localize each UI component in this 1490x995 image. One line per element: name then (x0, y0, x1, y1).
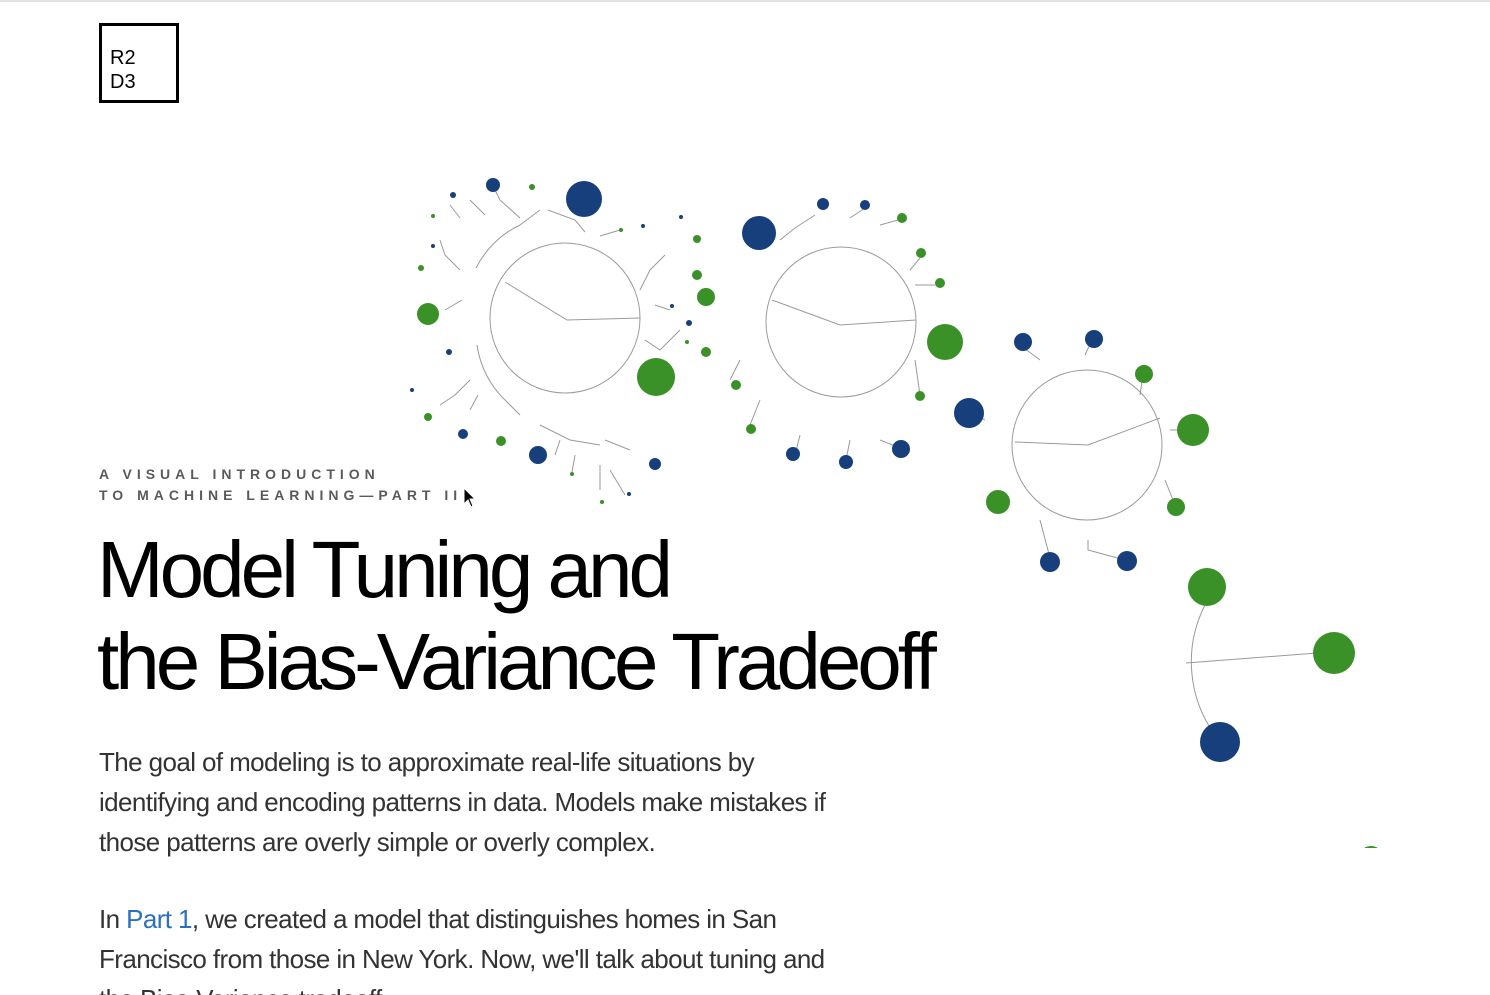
tree-leaf-node (496, 436, 506, 446)
tree-leaf-node (746, 424, 756, 434)
tree-leaf-node (446, 349, 452, 355)
tree-leaf-node (686, 320, 692, 326)
part-1-link[interactable]: Part 1 (126, 904, 192, 934)
tree-leaf-node (1117, 551, 1137, 571)
tree-leaf-node (424, 413, 432, 421)
tree3-spoke (1014, 417, 1161, 446)
paragraph-text-rest: , we created a model that distinguishes … (99, 904, 825, 995)
tree-leaf-node (410, 388, 414, 392)
tree1-branches (439, 189, 681, 496)
tree-leaf-node (1313, 632, 1355, 674)
tree-leaf-node (693, 235, 701, 243)
tree-leaf-node (742, 216, 776, 250)
tree-leaf-node (817, 198, 829, 210)
intro-paragraph: The goal of modeling is to approximate r… (99, 747, 826, 857)
graphic-mask (1340, 848, 1400, 888)
tree2-ring (765, 246, 917, 398)
tree-leaf-node (697, 288, 715, 306)
tree-leaf-node (600, 500, 604, 504)
tree-leaf-node (1040, 552, 1060, 572)
tree-leaf-node (1135, 365, 1153, 383)
tree-leaf-node (839, 455, 853, 469)
tree4-arc (1190, 604, 1216, 736)
tree-leaf-node (679, 215, 683, 219)
tree-leaf-node (619, 228, 623, 232)
tree3-ring (1011, 369, 1163, 521)
tree-leaf-node (641, 224, 645, 228)
tree1-ring (489, 242, 641, 394)
part1-paragraph: In Part 1, we created a model that disti… (99, 899, 839, 995)
tree-leaf-node (731, 380, 741, 390)
tree-leaf-node (431, 214, 435, 218)
logo-text-line1: R2 (110, 47, 136, 69)
kicker-line1: A VISUAL INTRODUCTION (99, 466, 380, 482)
tree-leaf-node (670, 304, 674, 308)
tree-leaf-node (685, 340, 689, 344)
tree-leaf-node (1014, 333, 1032, 351)
tree-leaf-node (570, 472, 574, 476)
tree-leaf-node (1085, 330, 1103, 348)
tree-leaf-node (529, 184, 535, 190)
mouse-cursor-icon (463, 487, 477, 508)
tree-leaf-node (897, 213, 907, 223)
tree-leaf-node (935, 278, 945, 288)
tree-leaf-node (431, 244, 435, 248)
tree-leaf-node (637, 358, 675, 396)
tree-leaf-node (627, 492, 631, 496)
tree-leaf-node (701, 347, 711, 357)
tree-leaf-node (986, 490, 1010, 514)
tree-leaf-node (915, 391, 925, 401)
tree-leaf-node (1188, 568, 1226, 606)
tree-leaf-node (529, 446, 547, 464)
tree-leaf-node (860, 200, 870, 210)
r2d3-logo[interactable]: R2 D3 (99, 23, 179, 103)
top-divider (0, 0, 1490, 2)
tree-leaf-node (418, 265, 424, 271)
tree-leaf-node (927, 324, 963, 360)
tree-leaf-node (892, 440, 910, 458)
tree-leaf-node (1177, 414, 1209, 446)
tree-leaf-node (458, 429, 468, 439)
kicker-line2: TO MACHINE LEARNING—PART II (99, 487, 463, 503)
page-title-line1: Model Tuning and (97, 525, 673, 614)
tree-leaf-node (786, 447, 800, 461)
tree-leaf-node (954, 398, 984, 428)
tree1-spoke (504, 281, 641, 321)
tree-leaf-node (1167, 498, 1185, 516)
tree-leaf-node (450, 192, 456, 198)
tree-leaf-node (417, 303, 439, 325)
logo-text-line2: D3 (110, 71, 136, 93)
tree2-branches (729, 207, 935, 461)
tree2-spoke (771, 299, 917, 326)
paragraph-text-start: In (99, 904, 127, 934)
tree-leaf-node (692, 270, 702, 280)
tree-leaf-node (1200, 722, 1240, 762)
tree-leaf-node (486, 178, 500, 192)
tree3-branches (969, 339, 1190, 561)
page-title-line2: the Bias-Variance Tradeoff (97, 617, 937, 706)
tree4-spoke (1185, 651, 1331, 664)
tree-leaf-node (649, 458, 661, 470)
tree-leaf-node (566, 181, 602, 217)
tree-leaf-node (916, 248, 926, 258)
